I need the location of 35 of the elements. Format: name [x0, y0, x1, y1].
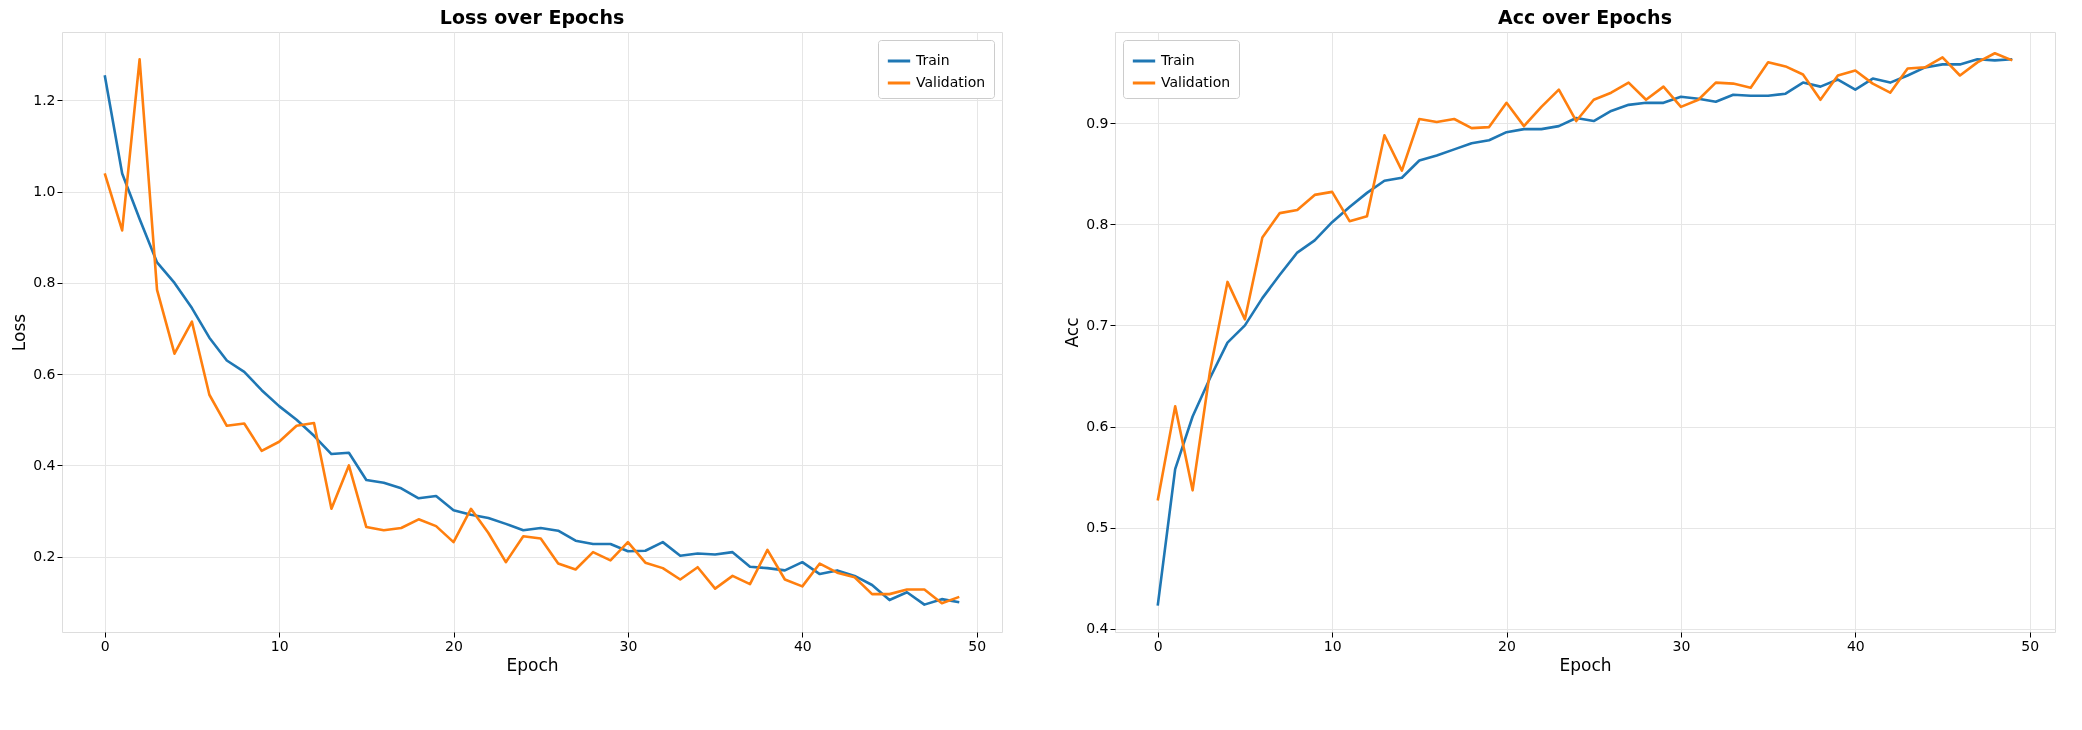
y-tick-label: 1.2 — [33, 91, 56, 108]
y-tick-label: 0.4 — [1086, 620, 1109, 637]
y-axis-title: Loss — [9, 313, 30, 352]
x-tick-label: 20 — [1498, 637, 1516, 654]
x-tick-label: 30 — [1672, 637, 1691, 654]
line-series — [1156, 51, 2014, 502]
y-tick-label: 1.0 — [33, 183, 56, 200]
y-tick-label: 0.9 — [1086, 114, 1109, 131]
x-tick-label: 0 — [1153, 637, 1163, 654]
x-tick-label: 10 — [1323, 637, 1342, 654]
x-tick-label: 20 — [445, 637, 463, 654]
y-tick-label: 0.8 — [33, 274, 56, 291]
x-tick-label: 0 — [100, 637, 110, 654]
chart-title: Acc over Epochs — [1498, 6, 1672, 28]
y-axis-title: Acc — [1062, 317, 1083, 348]
x-axis-title: Epoch — [506, 654, 559, 675]
y-tick-label: 0.6 — [1086, 418, 1109, 435]
y-tick-label: 0.4 — [33, 456, 56, 473]
y-tick-label: 0.5 — [1086, 519, 1109, 536]
legend-label: Validation — [1161, 74, 1231, 90]
x-tick-label: 10 — [270, 637, 289, 654]
legend-label: Train — [915, 52, 950, 68]
y-tick-label: 0.2 — [33, 548, 56, 565]
y-tick-label: 0.7 — [1086, 316, 1109, 333]
x-tick-label: 50 — [2021, 637, 2040, 654]
x-tick-label: 40 — [793, 637, 812, 654]
x-tick-label: 30 — [619, 637, 638, 654]
legend-label: Validation — [916, 74, 986, 90]
chart-title: Loss over Epochs — [439, 6, 625, 28]
x-axis-title: Epoch — [1559, 654, 1612, 675]
y-tick-label: 0.6 — [33, 365, 56, 382]
x-tick-label: 40 — [1846, 637, 1865, 654]
x-tick-label: 50 — [968, 637, 987, 654]
y-tick-label: 0.8 — [1086, 215, 1109, 232]
legend-label: Train — [1160, 52, 1195, 68]
